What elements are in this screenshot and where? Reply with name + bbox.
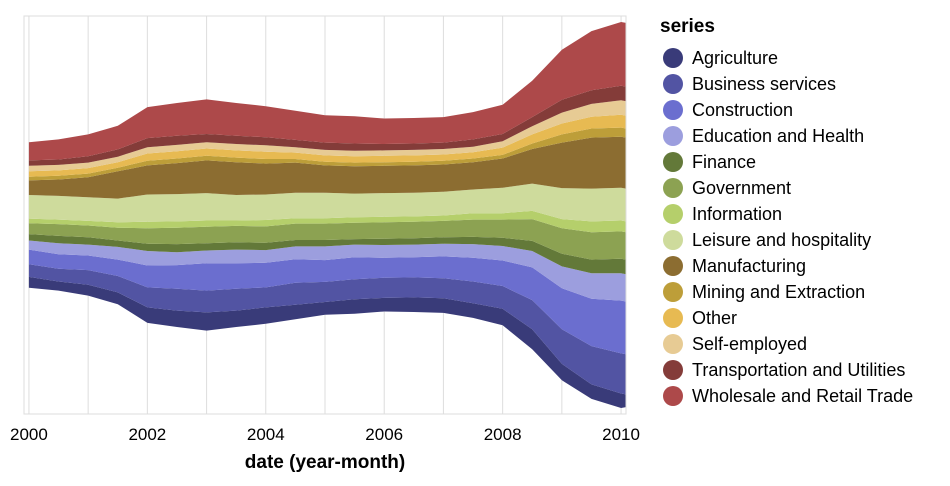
legend-label: Transportation and Utilities <box>692 360 905 380</box>
legend-label: Construction <box>692 100 793 120</box>
x-tick-label: 2008 <box>484 425 522 444</box>
stream-other <box>28 114 626 177</box>
legend-label: Government <box>692 178 791 198</box>
x-axis: 2000 2002 2004 2006 2008 2010 <box>10 425 640 444</box>
legend-label: Information <box>692 204 782 224</box>
stream-layers <box>28 22 626 408</box>
x-tick-label: 2000 <box>10 425 48 444</box>
legend-swatch <box>663 48 683 68</box>
legend-swatch <box>663 178 683 198</box>
legend-label: Finance <box>692 152 756 172</box>
stream-leisure-and-hospitality <box>28 183 626 223</box>
x-tick-label: 2010 <box>602 425 640 444</box>
stream-wholesale-and-retail-trade <box>28 22 626 161</box>
legend-swatch <box>663 100 683 120</box>
legend-swatch <box>663 126 683 146</box>
x-tick-label: 2004 <box>247 425 285 444</box>
stream-transportation-and-utilities <box>28 85 626 166</box>
legend-label: Business services <box>692 74 836 94</box>
legend-swatch <box>663 386 683 406</box>
plot-frame <box>23 15 627 415</box>
stream-information <box>28 210 626 233</box>
stream-business-services <box>28 264 626 395</box>
legend: series Agriculture Business services Const… <box>660 16 913 406</box>
legend-label: Education and Health <box>692 126 864 146</box>
stream-manufacturing <box>28 136 626 199</box>
x-tick-label: 2002 <box>128 425 166 444</box>
stream-mining-and-extraction <box>28 127 626 181</box>
legend-swatch <box>663 360 683 380</box>
legend-swatch <box>663 74 683 94</box>
legend-label: Leisure and hospitality <box>692 230 871 250</box>
legend-label: Wholesale and Retail Trade <box>692 386 913 406</box>
legend-label: Agriculture <box>692 48 778 68</box>
stream-construction <box>28 249 626 355</box>
stream-government <box>28 219 626 260</box>
legend-swatch <box>663 152 683 172</box>
legend-swatch <box>663 230 683 250</box>
stream-education-and-health <box>28 240 626 302</box>
legend-swatch <box>663 308 683 328</box>
legend-swatch <box>663 282 683 302</box>
legend-label: Other <box>692 308 737 328</box>
legend-label: Manufacturing <box>692 256 806 276</box>
stream-agriculture <box>28 276 626 408</box>
legend-title: series <box>660 16 715 37</box>
stream-finance <box>28 234 626 275</box>
legend-label: Mining and Extraction <box>692 282 865 302</box>
stream-self-employed <box>28 100 626 172</box>
x-tick-label: 2006 <box>365 425 403 444</box>
legend-swatch <box>663 256 683 276</box>
x-axis-title: date (year-month) <box>245 452 405 473</box>
legend-swatch <box>663 204 683 224</box>
legend-label: Self-employed <box>692 334 807 354</box>
legend-swatch <box>663 334 683 354</box>
